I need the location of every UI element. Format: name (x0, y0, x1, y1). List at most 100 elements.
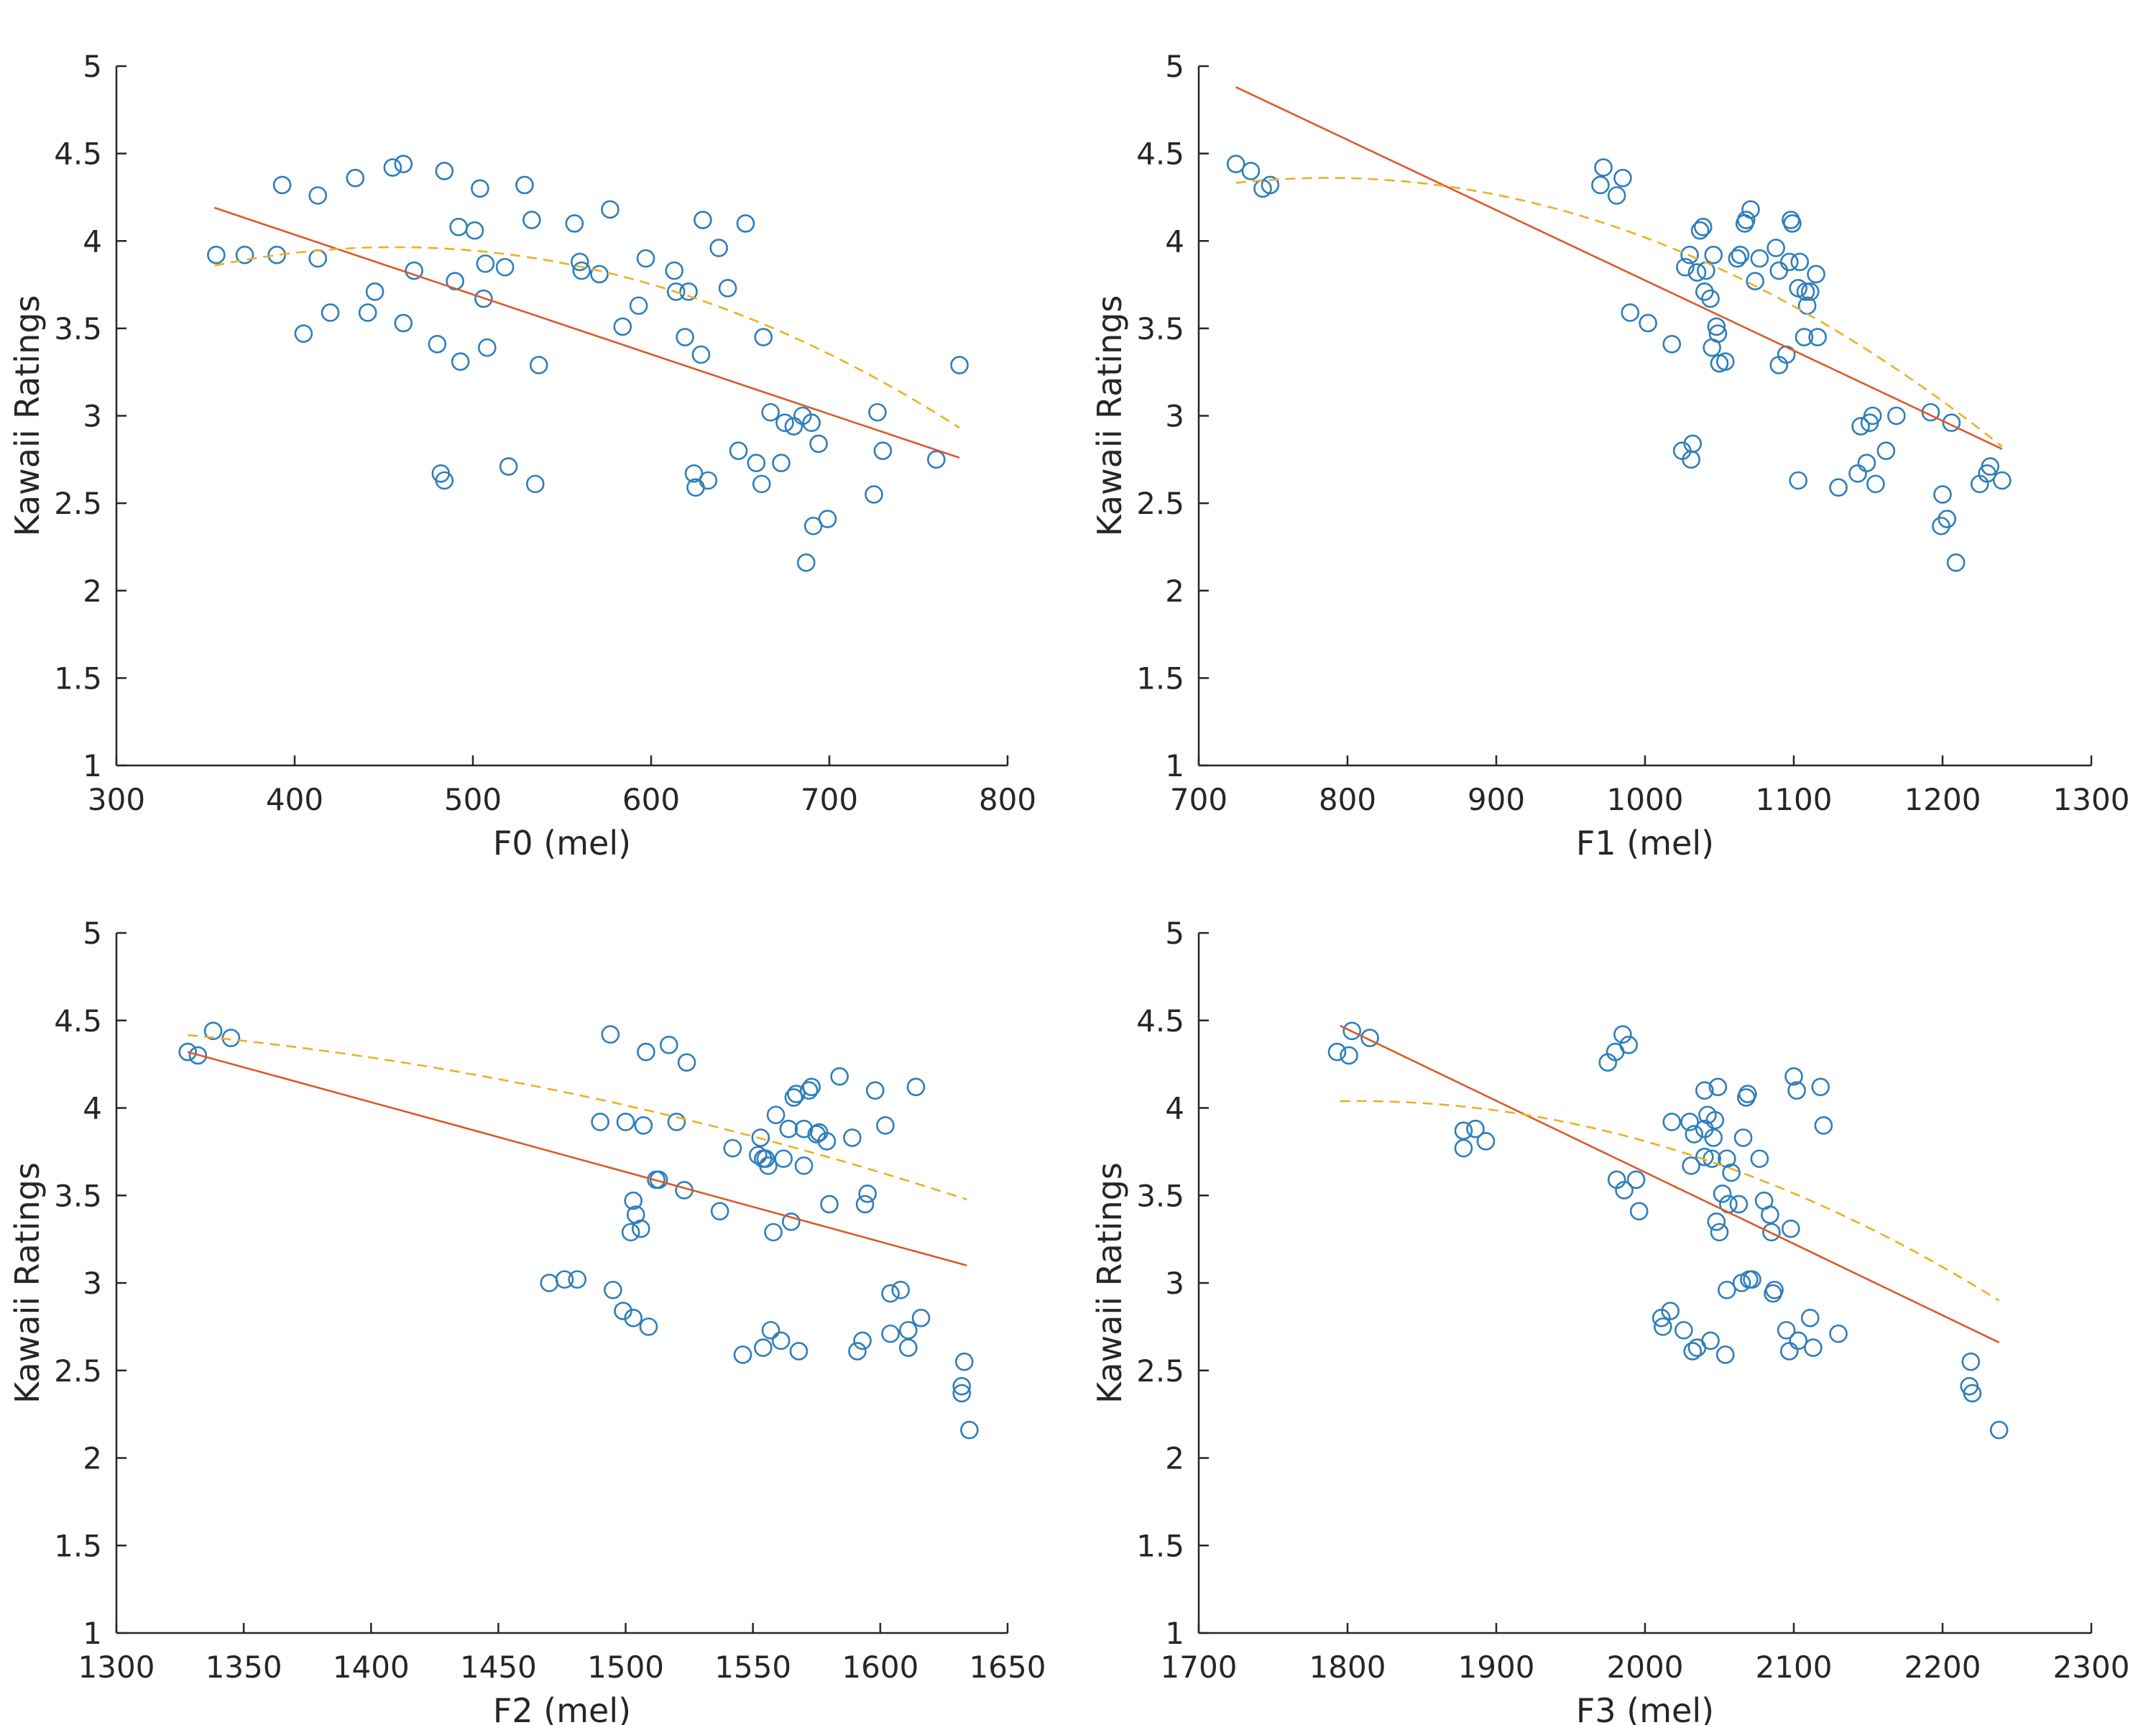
f0-data-point (358, 303, 377, 322)
f0-data-point (718, 279, 737, 298)
f2-y-tick-label: 3 (83, 1266, 102, 1301)
f2-data-point (855, 1195, 875, 1214)
f2-y-tick-label: 3.5 (54, 1178, 102, 1213)
f1-data-point (1933, 485, 1952, 504)
f3-data-point (1738, 1085, 1757, 1103)
f2-data-point (188, 1046, 208, 1065)
f3-x-tick-label: 2200 (1904, 1650, 1981, 1685)
f3-data-point (1682, 1156, 1700, 1175)
f3-data-point (1779, 1342, 1799, 1361)
f3-data-point (1811, 1077, 1830, 1097)
f1-data-point (1796, 282, 1815, 301)
f2-data-point (784, 1088, 803, 1107)
f0-data-point (772, 454, 791, 472)
f1-x-tick-label: 1200 (1904, 782, 1981, 817)
f3-quadratic-fit-curve (1340, 1100, 2000, 1302)
f1-y-tick-label: 2.5 (1136, 486, 1184, 521)
f2-x-tick-label: 1550 (714, 1650, 791, 1685)
f0-data-point (478, 338, 497, 357)
f3-data-point (1629, 1202, 1649, 1220)
f2-data-point (614, 1302, 632, 1320)
f2-data-point (952, 1384, 972, 1403)
f2-data-point (624, 1191, 643, 1210)
f1-data-point (1808, 328, 1827, 346)
f2-data-point (771, 1331, 791, 1351)
f2-data-point (799, 1081, 819, 1100)
f2-data-point (817, 1131, 837, 1151)
f1-y-axis-label: Kawaii Ratings (1090, 295, 1129, 537)
f1-data-point (1876, 441, 1896, 460)
f2-data-point (802, 1077, 821, 1097)
f1-data-point (1676, 257, 1695, 277)
f0-data-point (272, 175, 292, 195)
f1-x-tick-label: 1300 (2053, 782, 2130, 817)
f1-data-point (1783, 214, 1802, 233)
f3-data-point (1718, 1149, 1736, 1168)
f3-data-point (1782, 1219, 1800, 1238)
f1-data-point (1789, 471, 1808, 490)
f0-data-point (747, 454, 766, 472)
f3-data-point (1787, 1081, 1806, 1100)
f3-data-point (1695, 1147, 1714, 1167)
f3-data-point (1961, 1352, 1981, 1371)
f0-data-point (809, 434, 828, 454)
f2-data-point (178, 1042, 198, 1062)
f0-y-tick-label: 2 (83, 574, 102, 609)
f0-data-point (736, 214, 755, 233)
f1-data-point (1613, 168, 1632, 188)
f0-data-point (565, 214, 584, 233)
f3-data-point (1761, 1205, 1779, 1224)
f1-data-point (1807, 264, 1825, 284)
chart-f0: 300 400 500 600 700 800 1 1.5 2 2.5 3 3.5 4 4.5 5 F0 (m… (8, 49, 1036, 862)
f0-data-point (761, 402, 780, 422)
f0-data-point (803, 516, 823, 535)
f1-data-point (1687, 263, 1707, 282)
f3-y-tick-label: 5 (1165, 916, 1184, 951)
f2-data-point (794, 1156, 814, 1175)
f0-data-point (522, 211, 541, 229)
f3-data-point (1466, 1119, 1485, 1138)
f1-y-tick-label: 4.5 (1136, 137, 1184, 172)
f1-data-point (1779, 252, 1799, 272)
f2-data-point (616, 1113, 635, 1131)
f3-linear-fit-line (1340, 1024, 2000, 1343)
f1-data-point (1736, 211, 1756, 229)
f0-data-point (590, 264, 609, 284)
f2-data-point (881, 1284, 900, 1303)
f0-data-point (665, 261, 684, 280)
f3-data-point (1715, 1346, 1735, 1364)
f2-x-tick-label: 1450 (460, 1650, 537, 1685)
f0-data-point (294, 324, 313, 343)
f3-data-point (1695, 1081, 1714, 1100)
f2-data-point (899, 1320, 918, 1340)
chart-f2: 1300 1350 1400 1450 1500 1550 1600 1650 1 1.5 2 2.5… (8, 916, 1046, 1725)
f1-data-point (1795, 328, 1814, 346)
f2-data-point (830, 1067, 849, 1086)
f2-data-point (766, 1105, 786, 1125)
f2-data-point (632, 1219, 650, 1238)
f0-data-point (474, 289, 493, 308)
f0-y-tick-label: 1.5 (54, 661, 102, 696)
f2-data-point (853, 1331, 872, 1351)
f2-data-point (634, 1116, 653, 1135)
f0-data-point (676, 328, 694, 346)
f3-data-point (1654, 1317, 1672, 1336)
f3-data-point (1765, 1280, 1784, 1300)
f1-data-point (1226, 155, 1245, 174)
f3-y-tick-label: 3.5 (1136, 1178, 1184, 1213)
f1-data-point (1866, 474, 1885, 494)
f0-data-point (802, 413, 821, 433)
f1-x-tick-label: 800 (1319, 782, 1376, 817)
f1-quadratic-fit-curve (1235, 177, 2003, 448)
f2-y-tick-label: 1 (83, 1616, 102, 1651)
f1-x-tick-label: 1100 (1756, 782, 1833, 817)
f0-x-tick-label: 500 (444, 782, 502, 817)
f3-x-tick-label: 1800 (1309, 1650, 1386, 1685)
f1-data-point (1693, 217, 1713, 236)
f3-data-point (1708, 1077, 1728, 1097)
chart-f3: 1700 1800 1900 2000 2100 2200 2300 1 1.5 2 2.5 3 3.5… (1090, 916, 2129, 1725)
f0-data-point (495, 257, 515, 277)
f3-data-point (1619, 1036, 1639, 1054)
f3-data-point (1613, 1025, 1632, 1044)
